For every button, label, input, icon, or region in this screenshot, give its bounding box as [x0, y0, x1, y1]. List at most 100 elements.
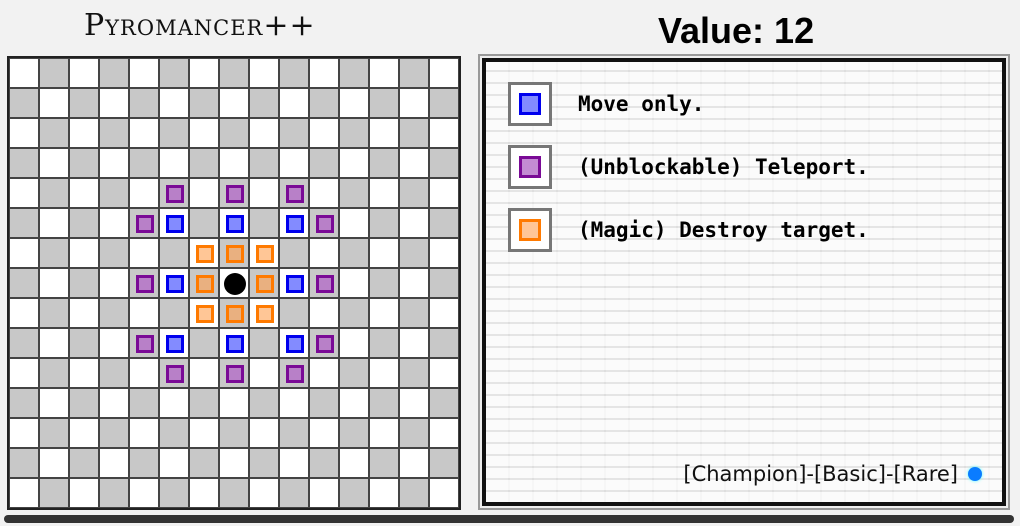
board-cell[interactable] [429, 478, 459, 508]
board-cell[interactable] [129, 418, 159, 448]
board-cell[interactable] [369, 88, 399, 118]
board-cell[interactable] [279, 358, 309, 388]
board-cell[interactable] [309, 448, 339, 478]
board-cell[interactable] [249, 298, 279, 328]
board-cell[interactable] [9, 358, 39, 388]
board-cell[interactable] [369, 178, 399, 208]
board-cell[interactable] [429, 58, 459, 88]
board-cell[interactable] [339, 268, 369, 298]
board-cell[interactable] [309, 388, 339, 418]
board-cell[interactable] [99, 478, 129, 508]
board-cell[interactable] [159, 328, 189, 358]
board-cell[interactable] [159, 208, 189, 238]
board-cell[interactable] [219, 148, 249, 178]
board-cell[interactable] [39, 118, 69, 148]
board-cell[interactable] [189, 238, 219, 268]
board-cell[interactable] [369, 418, 399, 448]
board-cell[interactable] [249, 268, 279, 298]
board-cell[interactable] [99, 268, 129, 298]
board-cell[interactable] [369, 478, 399, 508]
board-cell[interactable] [69, 88, 99, 118]
board-cell[interactable] [39, 148, 69, 178]
board-cell[interactable] [69, 268, 99, 298]
board-cell[interactable] [399, 298, 429, 328]
board-cell[interactable] [69, 208, 99, 238]
board-cell[interactable] [399, 148, 429, 178]
board-cell[interactable] [429, 328, 459, 358]
board-cell[interactable] [189, 478, 219, 508]
board-cell[interactable] [9, 268, 39, 298]
board-cell[interactable] [429, 358, 459, 388]
board-cell[interactable] [9, 178, 39, 208]
board-cell[interactable] [339, 178, 369, 208]
board-cell[interactable] [219, 478, 249, 508]
board-cell[interactable] [159, 58, 189, 88]
board-cell[interactable] [39, 298, 69, 328]
board-cell[interactable] [249, 328, 279, 358]
board-cell[interactable] [159, 238, 189, 268]
board-cell[interactable] [429, 178, 459, 208]
board-cell[interactable] [159, 448, 189, 478]
board-cell[interactable] [369, 208, 399, 238]
board-cell[interactable] [9, 118, 39, 148]
board-cell[interactable] [129, 208, 159, 238]
board-cell[interactable] [369, 238, 399, 268]
board-cell[interactable] [69, 238, 99, 268]
board-cell[interactable] [309, 208, 339, 238]
board-cell[interactable] [69, 358, 99, 388]
board-cell[interactable] [69, 418, 99, 448]
board-cell[interactable] [39, 58, 69, 88]
piece-icon[interactable] [224, 273, 246, 295]
board-cell[interactable] [159, 88, 189, 118]
board-cell[interactable] [39, 268, 69, 298]
board-cell[interactable] [249, 88, 279, 118]
board-cell[interactable] [399, 328, 429, 358]
board-cell[interactable] [249, 388, 279, 418]
board-cell[interactable] [399, 358, 429, 388]
board-cell[interactable] [369, 268, 399, 298]
board-cell[interactable] [9, 448, 39, 478]
board-cell[interactable] [399, 58, 429, 88]
board-cell[interactable] [99, 418, 129, 448]
board-cell[interactable] [129, 358, 159, 388]
board-cell[interactable] [429, 148, 459, 178]
board-cell[interactable] [69, 118, 99, 148]
board-cell[interactable] [189, 418, 219, 448]
board-cell[interactable] [129, 118, 159, 148]
board-cell[interactable] [69, 58, 99, 88]
board-cell[interactable] [189, 358, 219, 388]
board-cell[interactable] [219, 298, 249, 328]
board-cell[interactable] [339, 88, 369, 118]
board-cell[interactable] [249, 118, 279, 148]
board-cell[interactable] [9, 238, 39, 268]
board-cell[interactable] [99, 388, 129, 418]
board-cell[interactable] [39, 478, 69, 508]
board-cell[interactable] [369, 388, 399, 418]
board-cell[interactable] [309, 358, 339, 388]
board-cell[interactable] [219, 268, 249, 298]
board-cell[interactable] [279, 58, 309, 88]
board-cell[interactable] [339, 448, 369, 478]
board-cell[interactable] [189, 58, 219, 88]
board-cell[interactable] [9, 298, 39, 328]
board-cell[interactable] [129, 148, 159, 178]
board-cell[interactable] [399, 208, 429, 238]
board-cell[interactable] [99, 448, 129, 478]
board-cell[interactable] [159, 268, 189, 298]
board-cell[interactable] [159, 418, 189, 448]
board-cell[interactable] [369, 448, 399, 478]
board-cell[interactable] [279, 268, 309, 298]
board-cell[interactable] [219, 418, 249, 448]
board-cell[interactable] [219, 88, 249, 118]
board-cell[interactable] [99, 328, 129, 358]
board-cell[interactable] [159, 358, 189, 388]
board-cell[interactable] [399, 118, 429, 148]
board-cell[interactable] [369, 358, 399, 388]
board-cell[interactable] [189, 268, 219, 298]
board-cell[interactable] [309, 118, 339, 148]
board-cell[interactable] [429, 118, 459, 148]
board-cell[interactable] [339, 238, 369, 268]
board-cell[interactable] [99, 118, 129, 148]
board-cell[interactable] [429, 418, 459, 448]
board-cell[interactable] [309, 478, 339, 508]
